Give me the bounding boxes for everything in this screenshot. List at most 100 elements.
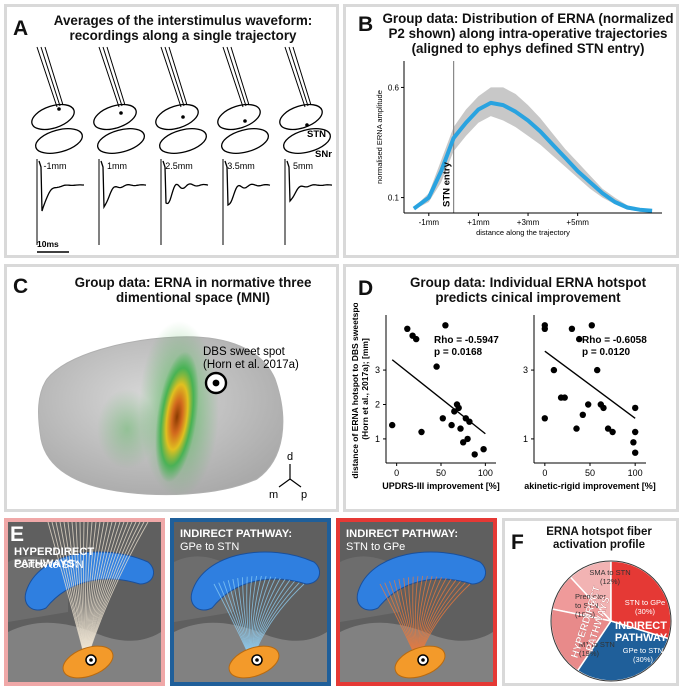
axis-m-label: m bbox=[269, 489, 278, 501]
plot1-point-15 bbox=[604, 425, 612, 432]
plot0-point-6 bbox=[439, 415, 446, 422]
plot0-point-13 bbox=[460, 439, 467, 446]
axis-p-label: p bbox=[301, 489, 307, 501]
plot0-fit-line bbox=[391, 359, 486, 435]
indirect-category-1: INDIRECT bbox=[615, 620, 667, 632]
plot1-point-14 bbox=[600, 404, 607, 412]
snr-label: SNr bbox=[315, 149, 332, 160]
plot1-p: p = 0.0120 bbox=[582, 347, 631, 358]
y-tick-label-1: 0.6 bbox=[388, 83, 400, 92]
panel-a-title-line2: recordings along a single trajectory bbox=[69, 28, 297, 43]
pie-outline bbox=[550, 560, 672, 682]
snr-outline-4 bbox=[220, 128, 270, 154]
interstimulus-waveform-5 bbox=[286, 160, 333, 203]
panel-e-hyperdirect: E HYPERDIRECT PATHWAYS: Cortex to STN bbox=[4, 518, 165, 686]
axis-d-label: d bbox=[287, 451, 293, 463]
panel-c: C Group data: ERNA in normative three di… bbox=[4, 264, 339, 512]
electrode-1 bbox=[36, 46, 64, 108]
plot1-point-20 bbox=[632, 449, 639, 456]
hotspot-dot bbox=[255, 658, 259, 662]
panel-b-title-line2: P2 shown) along intra-operative trajecto… bbox=[388, 26, 668, 41]
plot1-point-16 bbox=[609, 428, 616, 436]
confidence-band bbox=[413, 87, 653, 212]
pie-label-4-1: (30%) bbox=[635, 607, 656, 616]
x-tick-label-2: +3mm bbox=[517, 218, 540, 227]
plot1-point-17 bbox=[630, 439, 637, 446]
panel-b-title-line3: (aligned to ephys defined STN entry) bbox=[411, 41, 645, 56]
snr-outline-3 bbox=[158, 128, 208, 154]
panel-d: D Group data: Individual ERNA hotspot pr… bbox=[343, 264, 679, 512]
erna-hotspot bbox=[155, 351, 199, 483]
plot0-point-15 bbox=[464, 435, 471, 443]
depth-label-3: 2.5mm bbox=[165, 161, 193, 171]
x-tick-label-0: -1mm bbox=[419, 218, 440, 227]
panel-d-title-line2: predicts cinical improvement bbox=[435, 290, 621, 305]
stn-label: STN bbox=[307, 129, 326, 140]
interstimulus-waveform-4 bbox=[224, 160, 271, 207]
pie-label-3-0: GPe to STN bbox=[623, 646, 663, 655]
ind2-title: INDIRECT PATHWAY: bbox=[346, 528, 459, 540]
plot0-x-tick-label-1: 50 bbox=[436, 468, 446, 478]
plot0-point-8 bbox=[448, 421, 455, 429]
erna-distribution-chart: -1mm +1mm +3mm +5mm 0.1 0.6 distance along the… bbox=[375, 61, 662, 237]
plot0-point-18 bbox=[480, 446, 487, 453]
plot1-x-tick-label-0: 0 bbox=[542, 468, 547, 478]
plot1-x-tick-label-1: 50 bbox=[585, 468, 595, 478]
plot1-point-6 bbox=[568, 325, 576, 332]
plot1-point-1 bbox=[541, 325, 548, 332]
sweet-spot-label-2: (Horn et al. 2017a) bbox=[203, 359, 299, 371]
fiber-25 bbox=[85, 522, 149, 663]
panel-f-title-line1: ERNA hotspot fiber bbox=[546, 526, 652, 538]
y-axis-label: normalised ERNA amplitude bbox=[375, 90, 384, 184]
pie-label-0-0: SMA to STN bbox=[589, 568, 630, 577]
plot1-fit-line bbox=[544, 350, 636, 419]
panel-f-title-line2: activation profile bbox=[552, 539, 646, 551]
panel-b-title: Group data: Distribution of ERNA (normal… bbox=[378, 11, 678, 56]
panel-f: F ERNA hotspot fiber activation profile … bbox=[502, 518, 679, 686]
hotspot-dot bbox=[89, 658, 93, 662]
plot0-point-0 bbox=[389, 421, 396, 429]
plot0-y-tick-label-1: 2 bbox=[375, 399, 380, 409]
plot0-point-7 bbox=[442, 322, 449, 329]
plot1-y-tick-label-1: 3 bbox=[523, 365, 528, 375]
pie-label-4-0: STN to GPe bbox=[625, 598, 665, 607]
plot1-point-3 bbox=[550, 366, 558, 374]
mean-erna-line bbox=[412, 100, 653, 213]
depth-label-4: 3.5mm bbox=[227, 161, 255, 171]
hyperdirect-fibers bbox=[8, 522, 161, 682]
plot0-p: p = 0.0168 bbox=[434, 347, 483, 358]
stn-outline-4 bbox=[217, 103, 261, 131]
plot0-point-3 bbox=[413, 335, 420, 343]
electrode-4 bbox=[222, 46, 250, 108]
stn-entry-label: STN entry bbox=[442, 161, 453, 207]
panel-c-letter: C bbox=[13, 275, 29, 298]
electrode-tip-5 bbox=[305, 123, 309, 127]
pie-label-3-1: (30%) bbox=[633, 655, 654, 664]
panel-a-title-line1: Averages of the interstimulus waveform: bbox=[53, 13, 313, 28]
pie-label-2-0: M1 to STN bbox=[579, 640, 615, 649]
hyper-sub: Cortex to STN bbox=[14, 559, 84, 571]
electrode-3 bbox=[160, 46, 188, 108]
plot1-y-tick-label-0: 1 bbox=[523, 434, 528, 444]
panel-a-figure: -1mm 1mm 2.5mm 3.5mm 5mm 10ms STN SNr bbox=[31, 46, 333, 253]
panel-a-title: Averages of the interstimulus waveform: … bbox=[29, 13, 337, 43]
x-axis-label: distance along the trajectory bbox=[476, 228, 570, 237]
panel-e-indirect-gpe-stn: INDIRECT PATHWAY: GPe to STN bbox=[170, 518, 331, 686]
electrode-tip-1 bbox=[57, 107, 61, 111]
erna-green-patch bbox=[97, 389, 157, 469]
plot1-x-label: akinetic-rigid improvement [%] bbox=[524, 481, 656, 491]
ind2-sub: STN to GPe bbox=[346, 541, 406, 553]
stn-outline-2 bbox=[93, 103, 137, 131]
depth-label-5: 5mm bbox=[293, 161, 313, 171]
gpe-stn-fibers bbox=[174, 522, 327, 682]
electrode-tip-2 bbox=[119, 111, 123, 115]
pie-label-0-1: (12%) bbox=[600, 577, 621, 586]
scale-bar-label: 10ms bbox=[37, 239, 59, 249]
sweet-spot-dot bbox=[212, 379, 220, 387]
electrode-5 bbox=[284, 46, 312, 108]
panel-c-title-line2: dimentional space (MNI) bbox=[115, 290, 270, 305]
hyper-title: HYPERDIRECT PATHWAYS: bbox=[14, 546, 95, 570]
panel-b-letter: B bbox=[358, 13, 374, 36]
